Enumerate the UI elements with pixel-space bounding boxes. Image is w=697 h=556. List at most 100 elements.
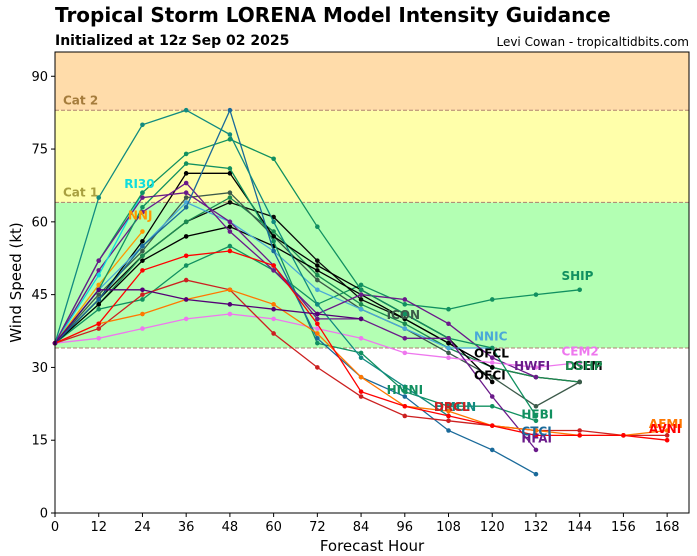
data-point [402,350,408,356]
data-point [96,321,102,327]
data-point [489,365,495,370]
data-point [227,132,233,137]
data-point [533,447,539,453]
data-point [140,287,145,293]
data-point [577,428,582,433]
data-point [227,243,233,249]
data-point [358,350,364,356]
y-axis-label: Wind Speed (kt) [7,222,25,343]
data-point [140,238,145,244]
data-point [446,418,451,424]
data-point [446,321,451,327]
data-point [183,190,189,196]
series-label: CTCI [521,424,551,438]
data-point [96,306,102,312]
x-axis-ticks: 0 12 24 36 48 60 72 84 96 108 120 132 144 156 168 [51,513,680,535]
data-point [489,355,495,361]
data-point [183,204,189,210]
data-point [315,268,320,273]
data-point [183,253,189,259]
data-point [446,306,451,312]
y-tick-label: 15 [31,434,48,449]
data-point [315,302,320,307]
data-point [402,316,408,322]
data-point [577,379,582,385]
data-point [140,209,145,215]
data-point [140,195,145,200]
data-point [96,282,102,288]
chart-credit: Levi Cowan - tropicaltidbits.com [496,35,689,49]
data-point [227,287,233,293]
data-point [446,340,451,346]
data-point [664,428,670,433]
data-point [271,302,276,307]
data-point [271,248,276,254]
data-point [577,433,582,438]
category-label: Cat 1 [63,186,98,200]
data-point [271,263,276,268]
category-bands [55,52,689,513]
data-point [358,282,364,288]
data-point [96,326,102,331]
data-point [183,234,189,239]
data-point [489,374,495,380]
y-tick-label: 90 [31,70,48,85]
data-point [315,277,320,283]
y-tick-label: 45 [31,288,48,303]
data-point [227,229,233,234]
x-tick-label: 168 [655,520,680,535]
data-point [140,253,145,259]
data-point [358,355,364,361]
x-tick-label: 96 [397,520,414,535]
series-label: DSHP [565,359,603,373]
data-point [358,316,364,322]
series-label: HFBI [521,407,553,421]
series-label: AEMI [649,417,683,431]
data-point [140,292,145,297]
data-point [96,272,102,278]
x-tick-label: 144 [567,520,592,535]
data-point [533,428,539,433]
series-label: HFAI [521,432,552,446]
data-point [402,389,408,394]
data-point [227,302,233,307]
data-point [227,166,233,171]
data-point [446,345,451,351]
data-point [140,204,145,210]
series-line [54,138,537,417]
data-point [402,297,408,302]
data-point [96,258,102,263]
data-point [664,437,670,443]
x-tick-label: 84 [353,520,370,535]
x-tick-label: 12 [90,520,107,535]
data-point [315,258,320,263]
series-label: ICON [387,308,421,322]
data-point [533,418,539,424]
data-point [96,268,102,273]
data-point [402,311,408,317]
x-tick-label: 0 [51,520,59,535]
x-tick-label: 36 [178,520,195,535]
data-point [577,360,582,365]
data-point [227,311,233,317]
data-point [183,171,189,176]
data-point [358,336,364,341]
series-label: OFCI [474,369,506,383]
data-point [183,219,189,225]
data-point [140,229,145,234]
data-point [96,336,102,341]
data-point [227,171,233,176]
data-point [315,326,320,331]
data-point [271,219,276,225]
data-point [140,297,145,302]
data-point [446,413,451,419]
data-point [271,268,276,273]
data-point [140,311,145,317]
data-point [446,428,451,433]
data-point [402,403,408,409]
data-point [358,394,364,399]
x-tick-label: 48 [222,520,239,535]
data-point [315,331,320,336]
data-point [446,408,451,414]
data-point [489,379,495,385]
